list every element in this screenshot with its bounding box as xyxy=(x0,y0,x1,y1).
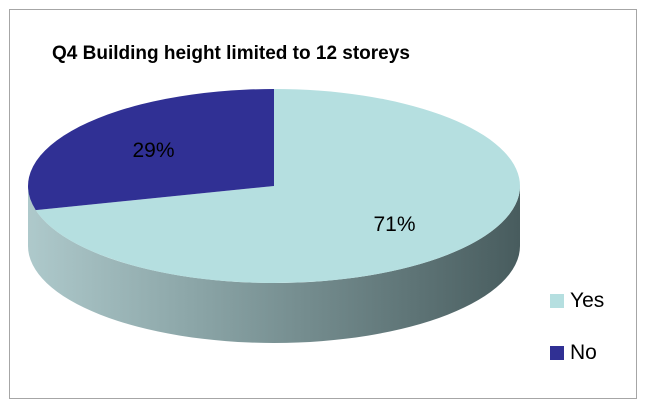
legend-item-no: No xyxy=(550,338,604,368)
chart-title: Q4 Building height limited to 12 storeys xyxy=(52,43,410,64)
pie-slice-yes xyxy=(35,89,520,283)
legend-label-no: No xyxy=(570,341,597,364)
pie-side-wall xyxy=(28,186,520,343)
legend-swatch-yes xyxy=(550,294,564,308)
pie-slice-no xyxy=(27,89,275,211)
legend: Yes No xyxy=(550,286,604,390)
slice-label-no: 29% xyxy=(132,139,174,162)
legend-swatch-no xyxy=(550,346,564,360)
legend-label-yes: Yes xyxy=(570,289,605,312)
legend-item-yes: Yes xyxy=(550,286,604,316)
slice-label-yes: 71% xyxy=(373,213,415,236)
